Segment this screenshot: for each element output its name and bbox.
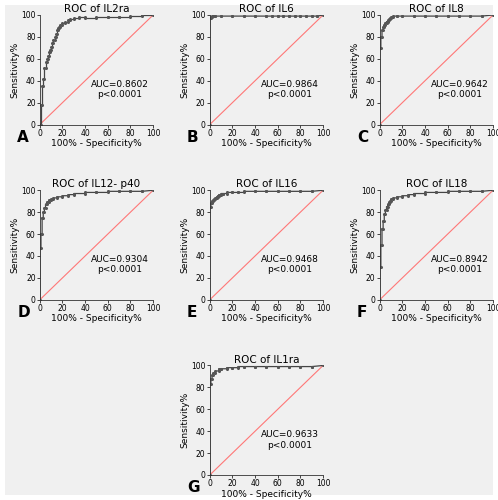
- Text: AUC=0.8602
p<0.0001: AUC=0.8602 p<0.0001: [91, 80, 148, 99]
- Text: F: F: [357, 305, 368, 320]
- Y-axis label: Sensitivity%: Sensitivity%: [11, 42, 20, 98]
- X-axis label: 100% - Specificity%: 100% - Specificity%: [51, 139, 142, 148]
- Text: AUC=0.9642
p<0.0001: AUC=0.9642 p<0.0001: [431, 80, 489, 99]
- Title: ROC of IL8: ROC of IL8: [409, 4, 464, 14]
- Text: G: G: [187, 480, 200, 496]
- X-axis label: 100% - Specificity%: 100% - Specificity%: [221, 490, 312, 498]
- Title: ROC of IL1ra: ROC of IL1ra: [234, 354, 299, 364]
- Y-axis label: Sensitivity%: Sensitivity%: [11, 217, 20, 273]
- Y-axis label: Sensitivity%: Sensitivity%: [351, 217, 360, 273]
- X-axis label: 100% - Specificity%: 100% - Specificity%: [391, 139, 482, 148]
- X-axis label: 100% - Specificity%: 100% - Specificity%: [391, 314, 482, 324]
- Text: AUC=0.8942
p<0.0001: AUC=0.8942 p<0.0001: [431, 255, 489, 274]
- Y-axis label: Sensitivity%: Sensitivity%: [351, 42, 360, 98]
- Title: ROC of IL16: ROC of IL16: [236, 180, 297, 190]
- Y-axis label: Sensitivity%: Sensitivity%: [181, 217, 190, 273]
- Title: ROC of IL6: ROC of IL6: [239, 4, 294, 14]
- Text: B: B: [187, 130, 199, 145]
- Text: AUC=0.9633
p<0.0001: AUC=0.9633 p<0.0001: [260, 430, 319, 450]
- Text: E: E: [187, 305, 198, 320]
- Title: ROC of IL2ra: ROC of IL2ra: [64, 4, 129, 14]
- X-axis label: 100% - Specificity%: 100% - Specificity%: [221, 139, 312, 148]
- Text: AUC=0.9468
p<0.0001: AUC=0.9468 p<0.0001: [260, 255, 319, 274]
- Text: AUC=0.9864
p<0.0001: AUC=0.9864 p<0.0001: [260, 80, 319, 99]
- Text: C: C: [357, 130, 368, 145]
- X-axis label: 100% - Specificity%: 100% - Specificity%: [51, 314, 142, 324]
- Text: A: A: [17, 130, 29, 145]
- Text: AUC=0.9304
p<0.0001: AUC=0.9304 p<0.0001: [91, 255, 148, 274]
- Title: ROC of IL12- p40: ROC of IL12- p40: [52, 180, 140, 190]
- Y-axis label: Sensitivity%: Sensitivity%: [181, 42, 190, 98]
- X-axis label: 100% - Specificity%: 100% - Specificity%: [221, 314, 312, 324]
- Y-axis label: Sensitivity%: Sensitivity%: [181, 392, 190, 448]
- Title: ROC of IL18: ROC of IL18: [406, 180, 467, 190]
- Text: D: D: [17, 305, 30, 320]
